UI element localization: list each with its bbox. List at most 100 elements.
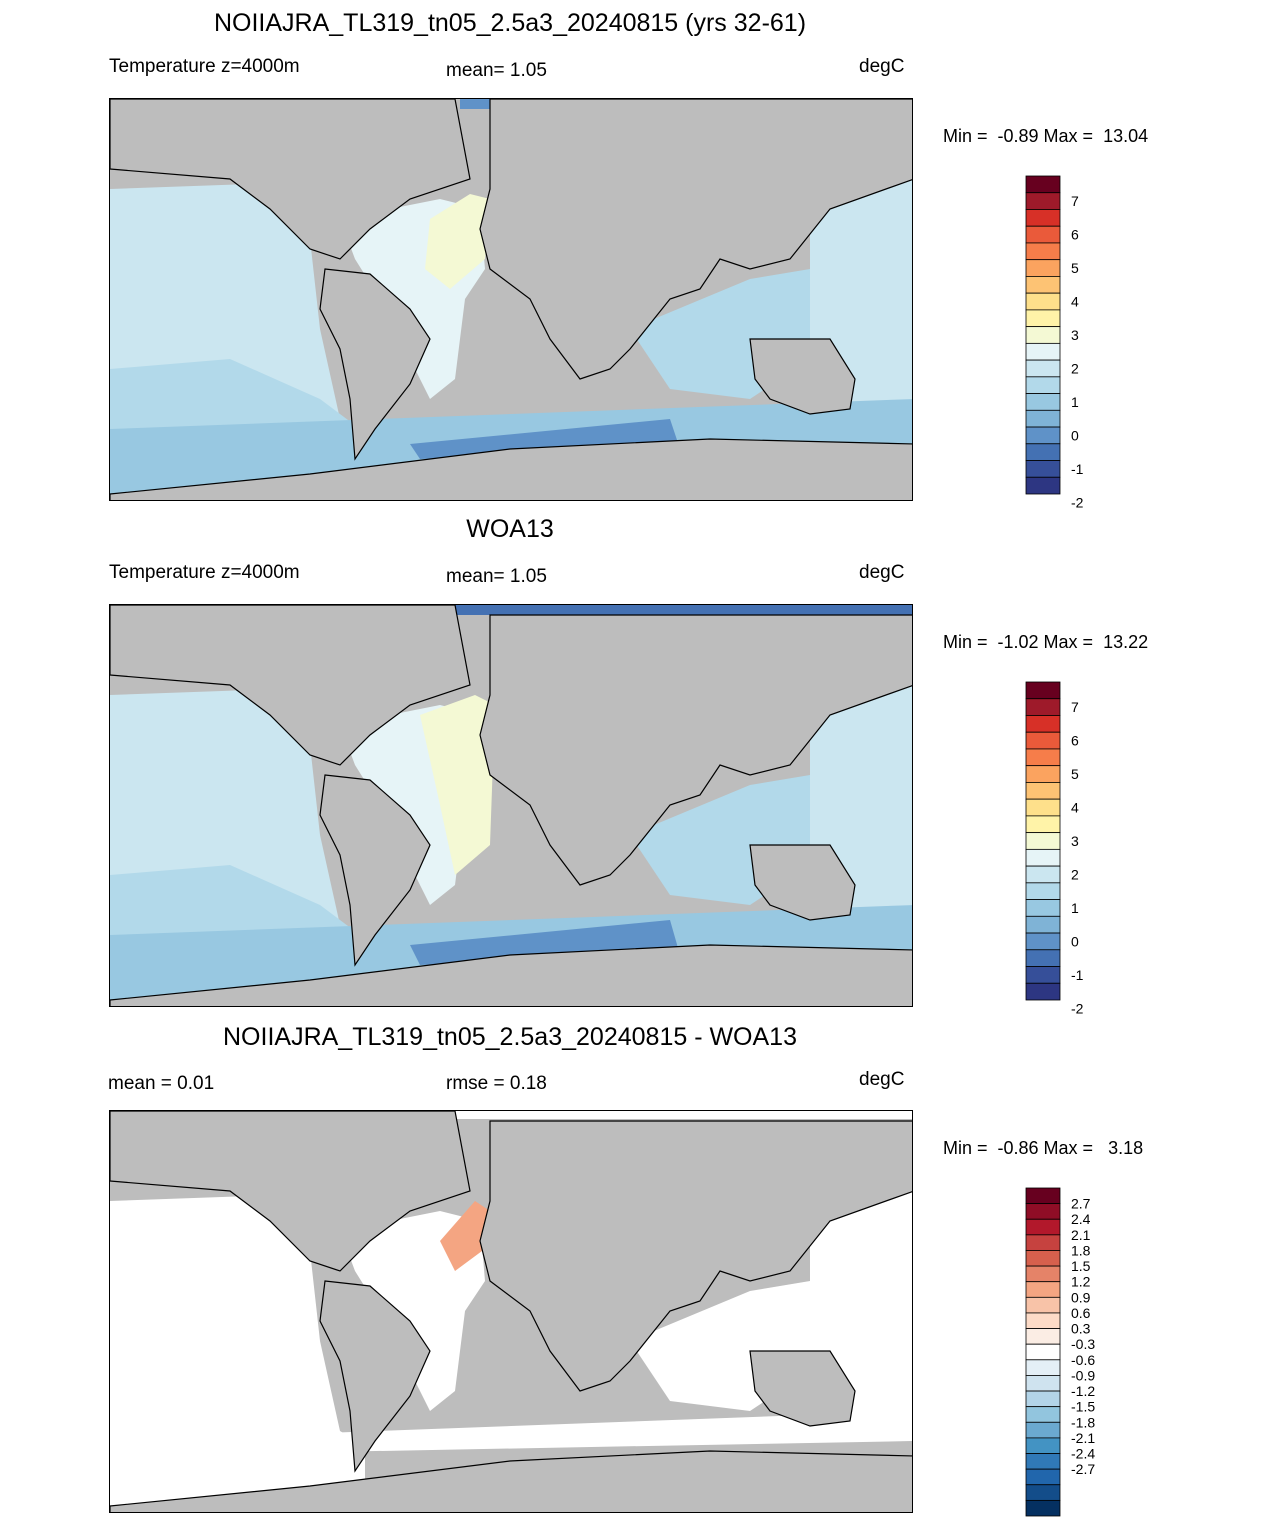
panel-title: NOIIAJRA_TL319_tn05_2.5a3_20240815 - WOA… (223, 1023, 797, 1051)
colorbar-tick-label: -1.8 (1071, 1414, 1095, 1430)
colorbar-swatch (1025, 1281, 1061, 1298)
colorbar-tick-label: 0.6 (1071, 1305, 1091, 1321)
colorbar-swatch (1025, 209, 1061, 227)
colorbar-swatch (1025, 259, 1061, 277)
colorbar-swatch (1025, 1375, 1061, 1392)
colorbar-tick-label: 3 (1071, 833, 1079, 849)
north-america-land (110, 99, 471, 260)
colorbar-swatch (1025, 882, 1061, 900)
colorbar-tick-label: 4 (1071, 294, 1079, 310)
antarctica-land (110, 944, 912, 1006)
colorbar-swatch (1025, 276, 1061, 294)
pacific-field (110, 1196, 365, 1512)
world-map (109, 604, 913, 1007)
colorbar-swatch (1025, 309, 1061, 328)
colorbar-tick-label: -0.6 (1071, 1352, 1095, 1368)
world-map (109, 1110, 913, 1513)
eurasia-africa-land (479, 99, 912, 380)
colorbar-tick-label: 2 (1071, 360, 1079, 376)
colorbar-tick-label: 0 (1071, 933, 1079, 949)
arctic-field (400, 1111, 912, 1119)
panel-observation: WOA13 Temperature z=4000m mean= 1.05 deg… (0, 506, 1285, 1016)
colorbar-tick-label: 2.7 (1071, 1196, 1091, 1212)
colorbar-swatch (1025, 1203, 1061, 1220)
units-label: degC (859, 562, 905, 583)
south-america-land (319, 774, 431, 967)
arctic-field (400, 605, 912, 615)
min-max-label: Min = -0.86 Max = 3.18 (943, 1138, 1144, 1158)
colorbar-tick-label: 2 (1071, 866, 1079, 882)
colorbar-tick-label: -2.7 (1071, 1461, 1095, 1477)
eurasia-africa-land (479, 1120, 912, 1392)
colorbar-tick-label: -2.1 (1071, 1430, 1095, 1446)
panel-difference: NOIIAJRA_TL319_tn05_2.5a3_20240815 - WOA… (0, 1012, 1285, 1518)
colorbar-tick-label: 0 (1071, 427, 1079, 443)
colorbar-tick-label: 7 (1071, 699, 1079, 715)
eurasia-africa-land (479, 614, 912, 886)
colorbar-swatch (1025, 1421, 1061, 1439)
units-label: degC (859, 1069, 905, 1090)
colorbar-swatch (1025, 359, 1061, 378)
min-max-label: Min = -0.89 Max = 13.04 (943, 126, 1149, 146)
colorbar-swatch (1025, 476, 1061, 495)
mean-label: mean = 0.01 (108, 1073, 215, 1094)
colorbar-swatch (1025, 1187, 1061, 1205)
colorbar-swatch (1025, 1296, 1061, 1314)
colorbar-tick-label: 5 (1071, 766, 1079, 782)
depth-label: Temperature z=4000m (109, 562, 300, 583)
colorbar-swatch (1025, 865, 1061, 884)
colorbar-swatch (1025, 1437, 1061, 1454)
colorbar-swatch (1025, 715, 1061, 733)
colorbar-swatch (1025, 748, 1061, 767)
australia-land (749, 844, 856, 921)
mean-label: mean= 1.05 (446, 60, 547, 81)
colorbar-swatch (1025, 409, 1061, 428)
units-label: degC (859, 56, 905, 77)
colorbar-swatch (1025, 932, 1061, 951)
colorbar-swatch (1025, 915, 1061, 934)
min-max-label: Min = -1.02 Max = 13.22 (943, 632, 1149, 652)
depth-label: Temperature z=4000m (109, 56, 300, 77)
colorbar: 7 6 5 4 3 2 1 0 -1 -2 (1025, 175, 1109, 510)
colorbar: 2.7 2.4 2.1 1.8 1.5 1.2 0.9 0.6 0.3 -0.3 -0.6 -0.9-… (1025, 1187, 1109, 1517)
colorbar-tick-label: -2.4 (1071, 1446, 1095, 1462)
panel-title: WOA13 (466, 515, 554, 543)
south-america-land (319, 1280, 431, 1473)
antarctica-land (110, 438, 912, 500)
colorbar-swatch (1025, 326, 1061, 344)
atlantic-warm-field (420, 695, 495, 875)
colorbar-swatch (1025, 1390, 1061, 1408)
colorbar-tick-label: 5 (1071, 260, 1079, 276)
colorbar-swatch (1025, 1468, 1061, 1486)
colorbar-swatch (1025, 426, 1061, 445)
west-pacific-field (810, 1171, 912, 1421)
australia-land (749, 1350, 856, 1427)
colorbar-swatch (1025, 731, 1061, 750)
colorbar-tick-label: 1.8 (1071, 1242, 1091, 1258)
colorbar-swatch (1025, 1406, 1061, 1423)
antarctica-land (110, 1450, 912, 1512)
colorbar-swatch (1025, 1499, 1061, 1517)
colorbar-swatch (1025, 966, 1061, 984)
colorbar-swatch (1025, 443, 1061, 461)
colorbar-swatch (1025, 1484, 1061, 1501)
colorbar-swatch (1025, 1359, 1061, 1376)
colorbar-tick-label: 1 (1071, 394, 1079, 410)
colorbar-swatch (1025, 376, 1061, 394)
west-pacific-field (810, 159, 912, 409)
colorbar-tick-label: 2.4 (1071, 1211, 1091, 1227)
colorbar-tick-label: 6 (1071, 227, 1079, 243)
colorbar-tick-label: -2 (1071, 1000, 1084, 1016)
rmse-label: rmse = 0.18 (446, 1073, 547, 1094)
colorbar-tick-label: 2.1 (1071, 1227, 1091, 1243)
colorbar-tick-label: 7 (1071, 193, 1079, 209)
colorbar-tick-label: 1.2 (1071, 1274, 1091, 1290)
colorbar-tick-label: 1 (1071, 900, 1079, 916)
mean-label: mean= 1.05 (446, 566, 547, 587)
world-map (109, 98, 913, 501)
pacific-deep-field (110, 359, 360, 439)
colorbar-swatch (1025, 1234, 1061, 1251)
colorbar-swatch (1025, 848, 1061, 867)
colorbar-swatch (1025, 393, 1061, 411)
colorbar-swatch (1025, 949, 1061, 967)
